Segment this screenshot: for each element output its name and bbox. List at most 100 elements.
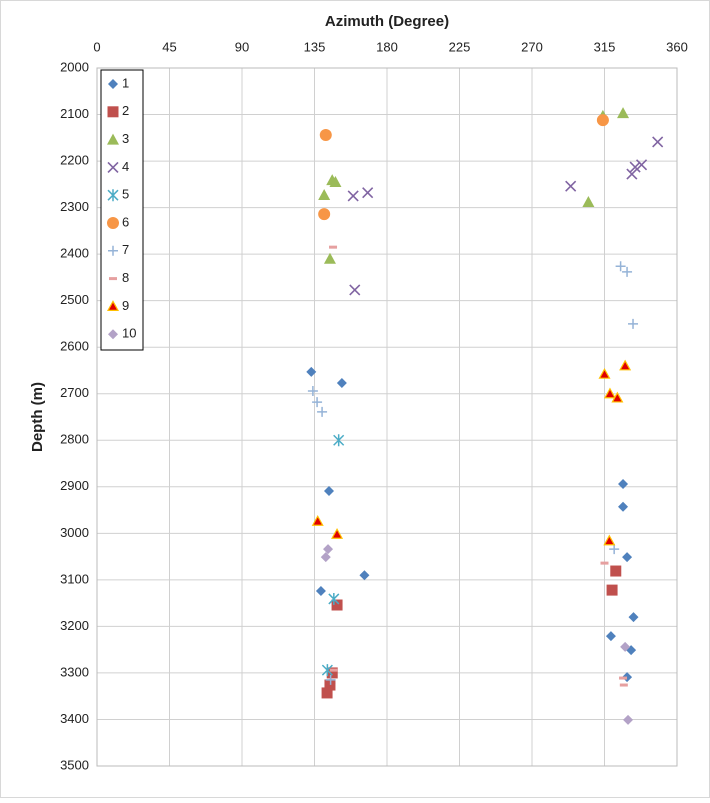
legend-label: 7 xyxy=(122,242,129,257)
legend-marker xyxy=(108,79,118,89)
data-point xyxy=(307,385,318,396)
chart-title: Azimuth (Degree) xyxy=(325,13,449,30)
legend-marker xyxy=(108,245,118,256)
y-tick-label: 2200 xyxy=(60,153,89,168)
x-tick-label: 360 xyxy=(666,39,688,54)
data-point xyxy=(321,687,333,699)
x-tick-label: 270 xyxy=(521,39,543,54)
x-tick-label: 90 xyxy=(235,39,249,54)
data-point xyxy=(319,129,332,142)
data-point xyxy=(329,245,338,249)
data-point xyxy=(347,190,359,202)
data-point xyxy=(336,378,347,389)
y-tick-label: 2400 xyxy=(60,246,89,261)
data-point xyxy=(315,586,326,597)
data-point xyxy=(596,114,609,127)
data-point xyxy=(605,631,616,642)
data-point xyxy=(626,168,638,180)
y-tick-label: 2600 xyxy=(60,339,89,354)
data-point xyxy=(615,261,626,272)
y-tick-label: 3400 xyxy=(60,711,89,726)
data-point xyxy=(619,676,628,680)
data-point xyxy=(333,434,345,447)
data-point xyxy=(619,683,628,687)
data-point xyxy=(603,534,616,546)
legend-label: 8 xyxy=(122,270,129,285)
data-point xyxy=(617,107,630,119)
legend-marker xyxy=(107,217,119,229)
data-point xyxy=(325,674,336,685)
y-tick-label: 2300 xyxy=(60,199,89,214)
y-tick-label: 3200 xyxy=(60,618,89,633)
legend-marker xyxy=(107,106,119,118)
y-axis-title: Depth (m) xyxy=(29,382,46,452)
legend-label: 5 xyxy=(122,187,129,202)
data-point xyxy=(609,544,620,555)
y-tick-label: 3100 xyxy=(60,571,89,586)
data-point xyxy=(329,668,338,672)
legend-marker xyxy=(106,300,120,311)
y-tick-label: 2900 xyxy=(60,478,89,493)
y-tick-label: 2000 xyxy=(60,59,89,74)
y-tick-label: 2100 xyxy=(60,106,89,121)
data-point xyxy=(598,367,611,379)
legend-marker xyxy=(107,161,119,173)
data-point xyxy=(635,159,648,171)
data-point xyxy=(306,366,317,377)
data-point xyxy=(323,252,336,264)
y-tick-label: 3000 xyxy=(60,525,89,540)
data-point xyxy=(331,528,344,539)
data-point xyxy=(329,176,342,188)
data-point xyxy=(320,552,331,563)
data-point xyxy=(565,180,577,192)
data-point xyxy=(629,161,641,173)
legend-marker xyxy=(108,329,118,340)
data-point xyxy=(349,284,361,296)
legend-label: 10 xyxy=(122,326,136,341)
data-point xyxy=(628,612,639,623)
data-point xyxy=(321,664,333,677)
data-point xyxy=(318,189,331,201)
data-point xyxy=(623,714,634,725)
data-point xyxy=(619,359,632,371)
data-point xyxy=(317,406,328,417)
legend-label: 9 xyxy=(122,298,129,313)
y-tick-label: 2800 xyxy=(60,432,89,447)
legend-label: 4 xyxy=(122,159,129,174)
data-point xyxy=(603,387,616,399)
data-point xyxy=(312,397,323,408)
y-tick-label: 3300 xyxy=(60,664,89,679)
data-point xyxy=(582,196,595,208)
x-tick-label: 45 xyxy=(162,39,176,54)
data-point xyxy=(611,391,624,403)
data-point xyxy=(622,266,633,277)
data-point xyxy=(628,318,639,329)
legend-marker xyxy=(109,277,117,281)
x-tick-label: 180 xyxy=(376,39,398,54)
data-point xyxy=(618,501,629,512)
data-point xyxy=(311,514,324,526)
data-point xyxy=(652,136,664,148)
legend-box xyxy=(100,69,144,351)
data-point xyxy=(620,641,631,652)
legend-label: 3 xyxy=(122,131,129,146)
data-point xyxy=(359,570,370,581)
legend-marker xyxy=(107,189,119,202)
x-tick-label: 135 xyxy=(304,39,326,54)
legend-label: 2 xyxy=(122,103,129,118)
data-point xyxy=(328,592,340,605)
data-point xyxy=(600,561,609,565)
y-tick-label: 2500 xyxy=(60,292,89,307)
data-point xyxy=(622,672,633,683)
data-point xyxy=(362,187,374,199)
data-point xyxy=(610,565,622,577)
y-tick-label: 2700 xyxy=(60,385,89,400)
plot-border xyxy=(96,67,678,767)
data-point xyxy=(318,208,331,221)
data-point xyxy=(324,485,334,496)
y-tick-label: 3500 xyxy=(60,757,89,772)
x-tick-label: 225 xyxy=(449,39,471,54)
data-point xyxy=(622,552,633,563)
data-point xyxy=(323,544,334,555)
